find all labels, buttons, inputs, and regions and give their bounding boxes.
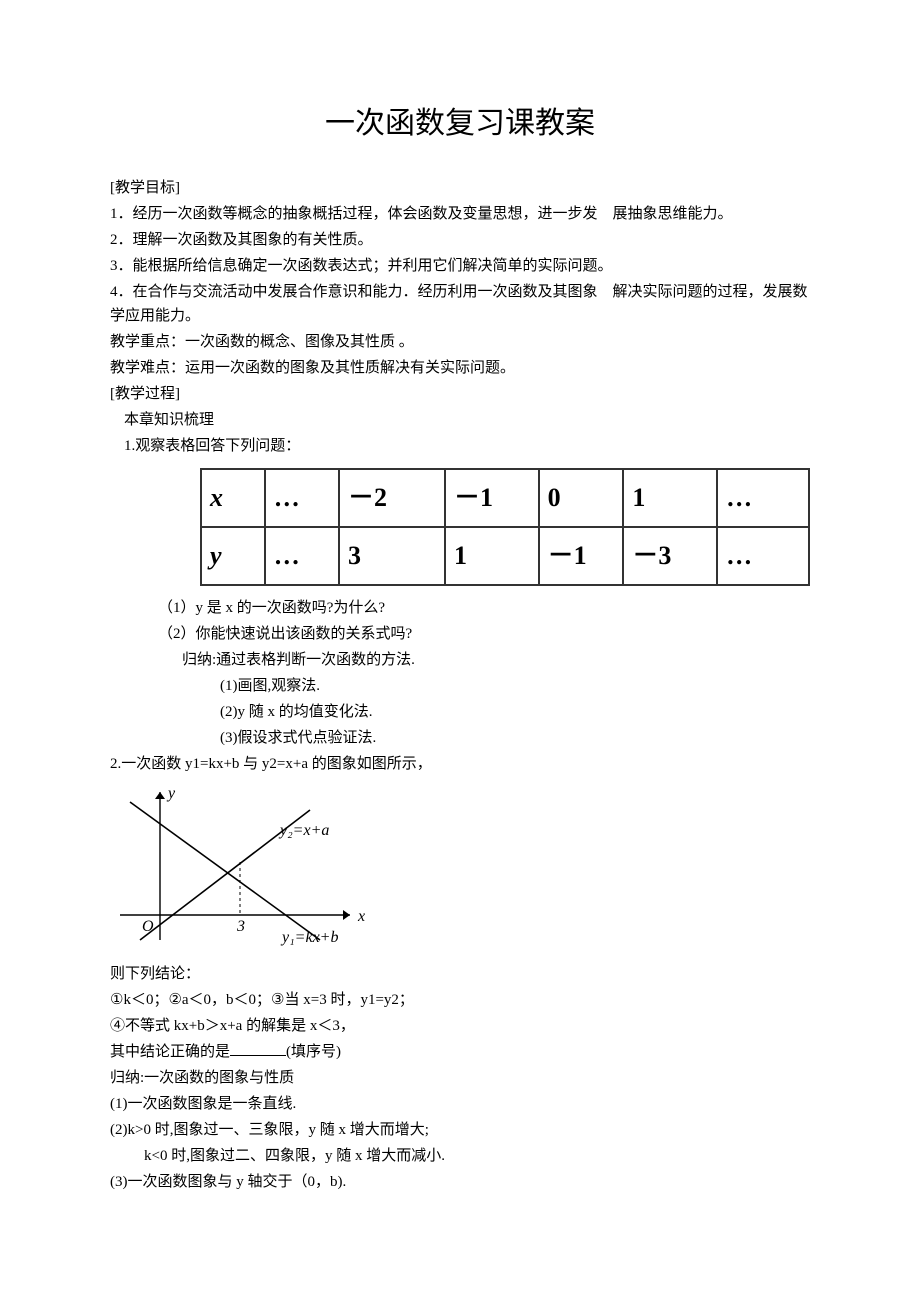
svg-text:3: 3 [236, 918, 245, 935]
table-cell: 1 [623, 469, 717, 527]
q2-prop-2: (2)k>0 时,图象过一、三象限，y 随 x 增大而增大; [110, 1118, 810, 1142]
table-cell: －3 [623, 527, 717, 585]
table-cell: y [201, 527, 265, 585]
table-cell: 0 [539, 469, 624, 527]
q1-method-1: (1)画图,观察法. [110, 674, 810, 698]
page-title: 一次函数复习课教案 [110, 100, 810, 148]
table-cell: … [717, 527, 809, 585]
q1-label: 1.观察表格回答下列问题： [110, 434, 810, 458]
table-cell: －2 [339, 469, 445, 527]
table-cell: x [201, 469, 265, 527]
q2-line-4: 其中结论正确的是 (填序号) [110, 1040, 810, 1064]
goal-4: 4．在合作与交流活动中发展合作意识和能力．经历利用一次函数及其图象 解决实际问题… [110, 280, 810, 328]
q1-sub-2: （2）你能快速说出该函数的关系式吗? [110, 622, 810, 646]
goal-2: 2．理解一次函数及其图象的有关性质。 [110, 228, 810, 252]
svg-text:y: y [166, 785, 176, 802]
svg-text:y₁=kx+b: y₁=kx+b [280, 929, 338, 946]
q1-method-2: (2)y 随 x 的均值变化法. [110, 700, 810, 724]
q2-label: 2.一次函数 y1=kx+b 与 y2=x+a 的图象如图所示， [110, 752, 810, 776]
goal-1: 1．经历一次函数等概念的抽象概括过程，体会函数及变量思想，进一步发 展抽象思维能… [110, 202, 810, 226]
q2-prop-1: (1)一次函数图象是一条直线. [110, 1092, 810, 1116]
q2-line-5: 归纳:一次函数的图象与性质 [110, 1066, 810, 1090]
focus-label: 教学重点：一次函数的概念、图像及其性质 。 [110, 330, 810, 354]
table-cell: … [717, 469, 809, 527]
q2-line-1: 则下列结论： [110, 962, 810, 986]
q2-prop-3: (3)一次函数图象与 y 轴交于（0，b). [110, 1170, 810, 1194]
q1-sub-3: 归纳:通过表格判断一次函数的方法. [110, 648, 810, 672]
q1-sub-1: （1）y 是 x 的一次函数吗?为什么? [110, 596, 810, 620]
svg-text:y₂=x+a: y₂=x+a [278, 822, 329, 839]
table-row: x … －2 －1 0 1 … [201, 469, 809, 527]
line-chart: Ox y 3 y₁=kx+b y₂=x+a [110, 780, 810, 958]
table-cell: … [265, 469, 339, 527]
goal-3: 3．能根据所给信息确定一次函数表达式；并利用它们解决简单的实际问题。 [110, 254, 810, 278]
svg-text:x: x [357, 908, 365, 925]
section-process-label: [教学过程] [110, 382, 810, 406]
table-row: y … 3 1 －1 －3 … [201, 527, 809, 585]
q1-method-3: (3)假设求式代点验证法. [110, 726, 810, 750]
table-cell: 3 [339, 527, 445, 585]
q2-line-4-pre: 其中结论正确的是 [110, 1044, 230, 1060]
difficulty-label: 教学难点：运用一次函数的图象及其性质解决有关实际问题。 [110, 356, 810, 380]
q2-line-2: ①k＜0；②a＜0，b＜0；③当 x=3 时，y1=y2； [110, 988, 810, 1012]
table-cell: －1 [445, 469, 539, 527]
table-cell: －1 [539, 527, 624, 585]
q2-line-3: ④不等式 kx+b＞x+a 的解集是 x＜3， [110, 1014, 810, 1038]
fill-blank[interactable] [230, 1040, 286, 1056]
svg-text:O: O [142, 918, 154, 935]
chart-svg: Ox y 3 y₁=kx+b y₂=x+a [110, 780, 370, 950]
table-cell: 1 [445, 527, 539, 585]
q2-prop-2b: k<0 时,图象过二、四象限，y 随 x 增大而减小. [110, 1144, 810, 1168]
table-cell: … [265, 527, 339, 585]
process-intro: 本章知识梳理 [110, 408, 810, 432]
section-goals-label: [教学目标] [110, 176, 810, 200]
q2-line-4-post: (填序号) [286, 1044, 341, 1060]
data-table: x … －2 －1 0 1 … y … 3 1 －1 －3 … [200, 468, 810, 586]
